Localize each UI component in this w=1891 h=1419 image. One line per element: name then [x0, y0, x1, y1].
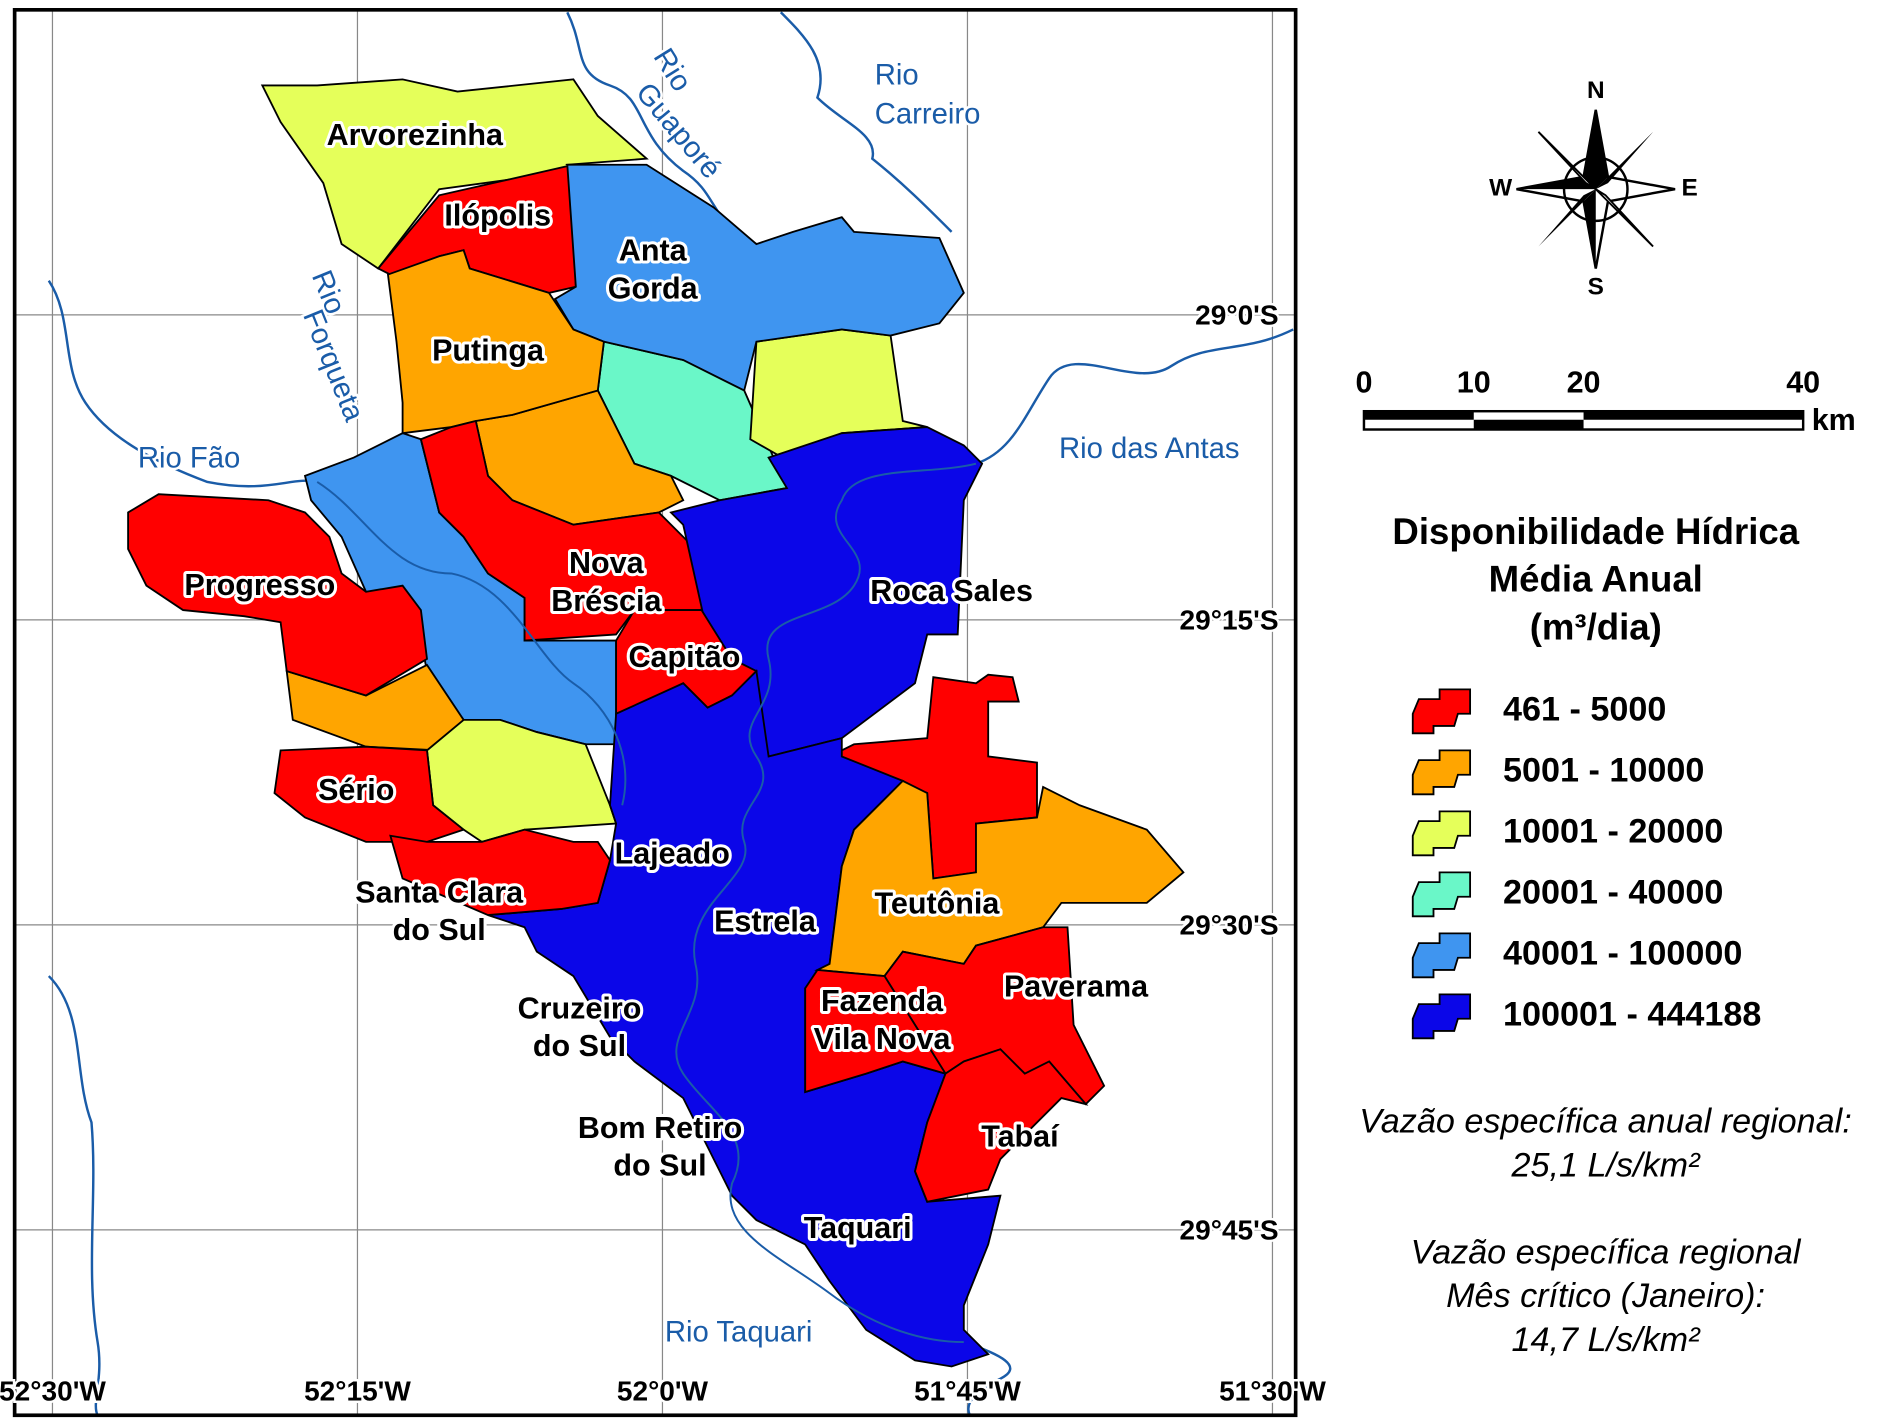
longitude-label: 52°0'W: [617, 1376, 709, 1407]
river-line: [975, 328, 1294, 465]
river-label: Rio Taquari: [665, 1315, 812, 1348]
legend-title: Média Anual: [1489, 559, 1703, 600]
scale-bar: 0 10 20 40 km: [1355, 365, 1855, 437]
municipality-label: do Sul: [613, 1149, 706, 1183]
compass-ring: [1562, 156, 1629, 223]
river-label: Carreiro: [875, 98, 981, 131]
note-text: Vazão específica regional: [1411, 1233, 1802, 1271]
compass-diagonal: [1537, 131, 1654, 248]
legend-swatch: [1411, 688, 1472, 735]
municipality-label: Tabaí: [981, 1119, 1060, 1153]
river-label: Rio das Antas: [1059, 432, 1240, 465]
municipality-label: Lajeado: [615, 836, 730, 870]
municipality-label: Anta: [619, 234, 688, 268]
legend-label: 100001 - 444188: [1503, 995, 1761, 1033]
river-label: Rio Fão: [138, 442, 240, 475]
legend-swatch: [1411, 932, 1472, 979]
scale-unit: km: [1812, 403, 1856, 437]
longitude-label: 52°15'W: [304, 1376, 411, 1407]
legend-swatch: [1411, 810, 1472, 857]
municipality-label: Taquari: [804, 1211, 912, 1245]
note-text: Mês crítico (Janeiro):: [1446, 1277, 1765, 1315]
municipality-polygons: [127, 78, 1185, 1368]
latitude-label: 29°30'S: [1180, 910, 1279, 941]
municipality-label: Cruzeiro: [518, 991, 642, 1025]
compass-letter: N: [1587, 77, 1605, 104]
municipality-label: Putinga: [432, 334, 545, 368]
municipality-label: Sério: [318, 773, 394, 807]
river-line: [47, 975, 101, 1416]
scale-bar-segment: [1363, 411, 1474, 420]
latitude-label: 29°15'S: [1180, 605, 1279, 636]
compass-letter: E: [1682, 175, 1698, 202]
municipality-area: [914, 1048, 1089, 1203]
rivers-over: [316, 462, 977, 1344]
municipality-area: [389, 828, 611, 917]
note-text: 14,7 L/s/km²: [1512, 1321, 1702, 1359]
scale-bar-segment: [1583, 411, 1804, 420]
river-line: [779, 11, 953, 233]
legend-label: 461 - 5000: [1503, 690, 1666, 728]
map-frame: [12, 8, 1298, 1418]
municipality-area: [127, 493, 428, 697]
municipality-label: Vila Nova: [814, 1022, 952, 1056]
legend-label: 20001 - 40000: [1503, 873, 1723, 911]
municipality-area: [273, 745, 466, 843]
note-text: Vazão específica anual regional:: [1359, 1103, 1851, 1141]
legend-swatch: [1411, 871, 1472, 918]
longitude-label: 52°30'W: [0, 1376, 106, 1407]
municipality-label: Ilópolis: [444, 198, 551, 232]
legend-title: Disponibilidade Hídrica: [1392, 511, 1799, 552]
legend-swatch: [1411, 993, 1472, 1040]
municipality-area: [804, 969, 948, 1094]
scale-label: 20: [1567, 365, 1601, 399]
municipality-label: Fazenda: [821, 984, 944, 1018]
river-line: [675, 462, 977, 1344]
legend-title: (m³/dia): [1530, 606, 1662, 647]
municipality-label: Estrela: [714, 905, 817, 939]
legend-label: 5001 - 10000: [1503, 751, 1704, 789]
municipality-area: [487, 669, 1002, 1368]
municipality-area: [386, 249, 605, 435]
legend: Disponibilidade Hídrica Média Anual (m³/di…: [1359, 511, 1851, 1359]
scale-label: 10: [1457, 365, 1491, 399]
latitude-label: 29°45'S: [1180, 1215, 1279, 1246]
municipality-label: do Sul: [393, 913, 486, 947]
municipality-label: Bréscia: [551, 584, 662, 618]
river-line: [47, 279, 318, 488]
municipality-label: Gorda: [608, 271, 699, 305]
municipality-label: Arvorezinha: [327, 118, 504, 152]
compass-letter: W: [1489, 175, 1512, 202]
municipality-label: Bom Retiro: [578, 1111, 742, 1145]
legend-swatch: [1411, 749, 1472, 796]
municipality-label: Progresso: [184, 568, 335, 602]
legend-label: 10001 - 20000: [1503, 812, 1723, 850]
municipality-label: Capitão: [628, 640, 740, 674]
scale-label: 40: [1786, 365, 1820, 399]
river-line: [316, 481, 627, 806]
municipality-label: Nova: [569, 546, 645, 580]
municipality-label: Santa Clara: [355, 875, 524, 909]
river-line: [963, 1340, 1012, 1416]
municipality-label: Roca Sales: [870, 574, 1033, 608]
scale-label: 0: [1355, 365, 1372, 399]
scale-bar-segment: [1473, 419, 1584, 430]
compass-letter: S: [1588, 273, 1604, 300]
municipality-label: do Sul: [533, 1029, 626, 1063]
longitude-label: 51°30'W: [1219, 1376, 1326, 1407]
legend-label: 40001 - 100000: [1503, 934, 1742, 972]
municipality-label: Paverama: [1004, 969, 1149, 1003]
latitude-label: 29°0'S: [1195, 300, 1278, 331]
note-text: 25,1 L/s/km²: [1511, 1147, 1702, 1185]
longitude-label: 51°45'W: [914, 1376, 1021, 1407]
municipality-label: Teutônia: [875, 886, 1001, 920]
river-label: Rio: [875, 59, 919, 92]
